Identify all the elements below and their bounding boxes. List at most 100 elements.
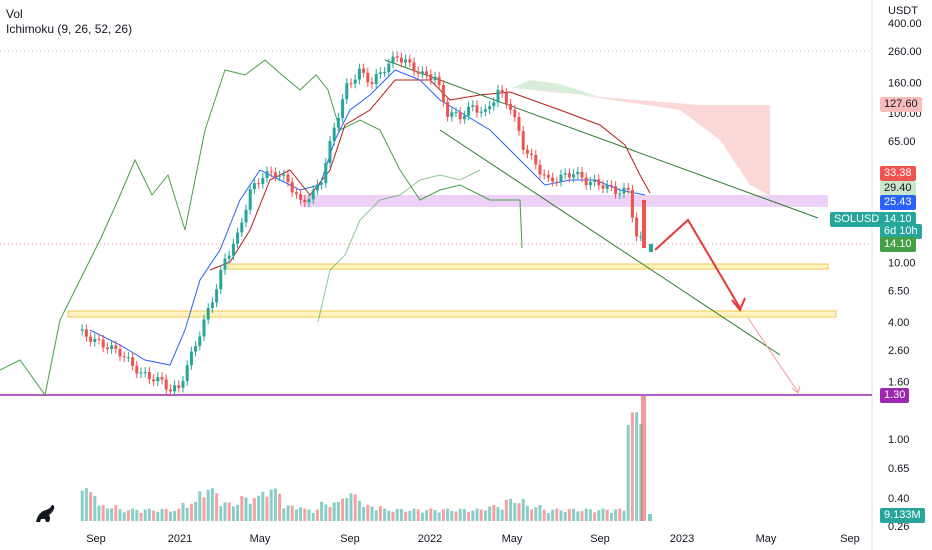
candle-body xyxy=(273,172,277,177)
volume-bar xyxy=(513,502,517,521)
volume-bar xyxy=(147,508,151,521)
projection-arrowhead-faint xyxy=(791,385,801,394)
volume-bar xyxy=(110,508,114,521)
candle-body xyxy=(332,127,336,142)
volume-bar xyxy=(215,493,219,521)
volume-bar xyxy=(546,513,550,521)
candle-body xyxy=(131,357,135,366)
volume-bar xyxy=(122,512,126,521)
volume-bar xyxy=(496,507,500,521)
candle-body xyxy=(593,179,597,182)
candle-body xyxy=(198,336,202,346)
tenkan-price-tag: 25.43 xyxy=(880,195,916,210)
volume-bar xyxy=(437,512,441,521)
upper-trendline xyxy=(384,59,819,219)
price-axis-tick: 4.00 xyxy=(888,317,909,329)
candle-body xyxy=(597,179,601,186)
ichimoku-legend[interactable]: Ichimoku (9, 26, 52, 26) xyxy=(6,22,133,36)
volume-axis-tick: 0.26 xyxy=(888,521,909,533)
candle-body xyxy=(177,385,181,388)
volume-bar xyxy=(630,412,634,521)
volume-bar xyxy=(282,508,286,521)
volume-bar xyxy=(328,506,332,521)
last-price-tag-2: 14.10 xyxy=(880,237,916,252)
volume-bar xyxy=(572,508,576,521)
candle-body xyxy=(240,222,244,233)
volume-bar xyxy=(269,489,273,521)
volume-bar xyxy=(605,509,609,521)
volume-bar xyxy=(257,495,261,521)
volume-bar xyxy=(622,510,626,521)
candle-body xyxy=(446,101,450,117)
volume-bar xyxy=(609,512,613,521)
candle-body xyxy=(483,109,487,112)
candle-body xyxy=(336,117,340,128)
countdown-tag: 6d 10h xyxy=(880,224,922,239)
volume-bar xyxy=(399,508,403,521)
price-axis-currency: USDT xyxy=(888,5,918,17)
volume-bar xyxy=(593,512,597,521)
price-axis-tick: 2.60 xyxy=(888,345,909,357)
symbol-tag[interactable]: SOLUSDT xyxy=(830,212,890,227)
volume-bar xyxy=(349,493,353,521)
volume-bar xyxy=(378,506,382,521)
price-axis-tick: 65.00 xyxy=(888,136,916,148)
candle-body xyxy=(366,72,370,83)
support-price-tag: 1.30 xyxy=(880,388,910,403)
price-axis-tick: 260.00 xyxy=(888,46,922,58)
support-zone-4-5 xyxy=(67,310,837,318)
volume-bar xyxy=(458,508,462,521)
candle-body xyxy=(105,347,109,350)
volume-bar xyxy=(509,498,513,521)
candle-body xyxy=(152,379,156,382)
volume-bar xyxy=(105,508,109,521)
volume-bar xyxy=(173,510,177,521)
volume-bar xyxy=(252,498,256,521)
volume-tag: 9.133M xyxy=(880,508,925,523)
volume-bar xyxy=(265,496,269,521)
candle-body xyxy=(492,102,496,107)
candle-body xyxy=(525,149,529,154)
volume-bar xyxy=(492,505,496,521)
volume-legend[interactable]: Vol xyxy=(6,7,23,21)
candle-body xyxy=(248,189,252,210)
candle-body xyxy=(509,103,513,110)
volume-bar xyxy=(135,509,139,521)
candle-body xyxy=(521,131,525,150)
volume-bar xyxy=(278,493,282,521)
candle-body xyxy=(122,356,126,358)
volume-bar xyxy=(152,510,156,521)
candle-body xyxy=(614,186,618,195)
candle-body xyxy=(471,105,475,107)
volume-bar xyxy=(504,499,508,521)
volume-bar xyxy=(236,504,240,521)
candle-body xyxy=(118,349,122,357)
candle-body xyxy=(290,181,294,193)
candle-body xyxy=(412,62,416,72)
candle-body xyxy=(605,185,609,189)
candle-body xyxy=(530,153,534,155)
candle-body xyxy=(441,85,445,102)
volume-bar xyxy=(307,509,311,521)
volume-bar xyxy=(462,508,466,521)
candle-body xyxy=(420,71,424,74)
candle-body xyxy=(231,243,235,256)
volume-bar xyxy=(479,509,483,521)
candle-body xyxy=(168,389,172,392)
volume-bar xyxy=(534,507,538,521)
candle-body xyxy=(89,336,93,342)
candle-body xyxy=(416,71,420,74)
candle-body xyxy=(399,57,403,63)
volume-bar xyxy=(353,494,357,521)
volume-bar xyxy=(454,511,458,521)
volume-bar xyxy=(185,507,189,521)
volume-bar xyxy=(500,509,504,521)
volume-bar xyxy=(387,510,391,521)
volume-bar xyxy=(336,502,340,521)
price-axis-tick: 400.00 xyxy=(888,18,922,30)
volume-bar xyxy=(210,488,214,521)
candle-body xyxy=(223,258,227,270)
volume-bar xyxy=(160,508,164,521)
volume-bar xyxy=(345,498,349,521)
